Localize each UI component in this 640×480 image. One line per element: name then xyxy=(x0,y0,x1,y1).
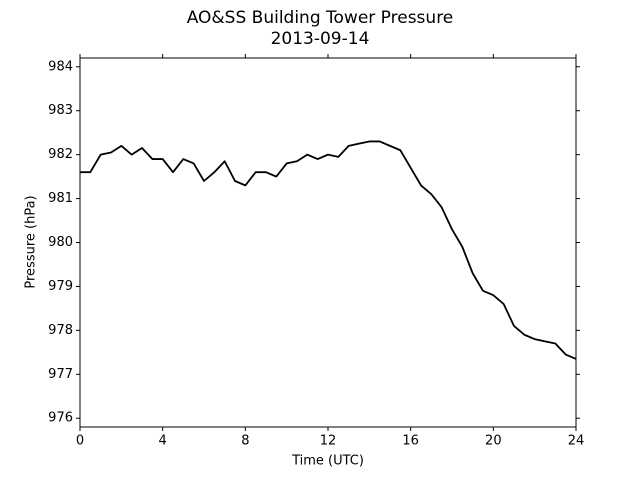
x-tick-label: 8 xyxy=(241,434,249,449)
x-tick-label: 16 xyxy=(402,434,419,449)
x-tick-label: 12 xyxy=(320,434,337,449)
x-axis-label: Time (UTC) xyxy=(291,454,364,469)
y-tick-label: 976 xyxy=(48,411,73,426)
plot-frame xyxy=(79,57,577,428)
chart-title: AO&SS Building Tower Pressure xyxy=(187,8,454,28)
y-tick-label: 977 xyxy=(48,367,73,382)
chart-subtitle: 2013-09-14 xyxy=(271,29,370,49)
y-tick-label: 979 xyxy=(48,279,73,294)
x-tick-label: 0 xyxy=(76,434,84,449)
x-tick-label: 24 xyxy=(568,434,585,449)
y-tick-label: 981 xyxy=(48,191,73,206)
y-tick-label: 982 xyxy=(48,147,73,162)
line-series xyxy=(80,140,577,360)
y-tick-label: 984 xyxy=(48,59,73,74)
x-tick-label: 4 xyxy=(159,434,167,449)
x-tick-label: 20 xyxy=(485,434,502,449)
y-tick-label: 978 xyxy=(48,323,73,338)
y-tick-label: 983 xyxy=(48,103,73,118)
y-tick-label: 980 xyxy=(48,235,73,250)
y-axis-label: Pressure (hPa) xyxy=(24,195,39,288)
